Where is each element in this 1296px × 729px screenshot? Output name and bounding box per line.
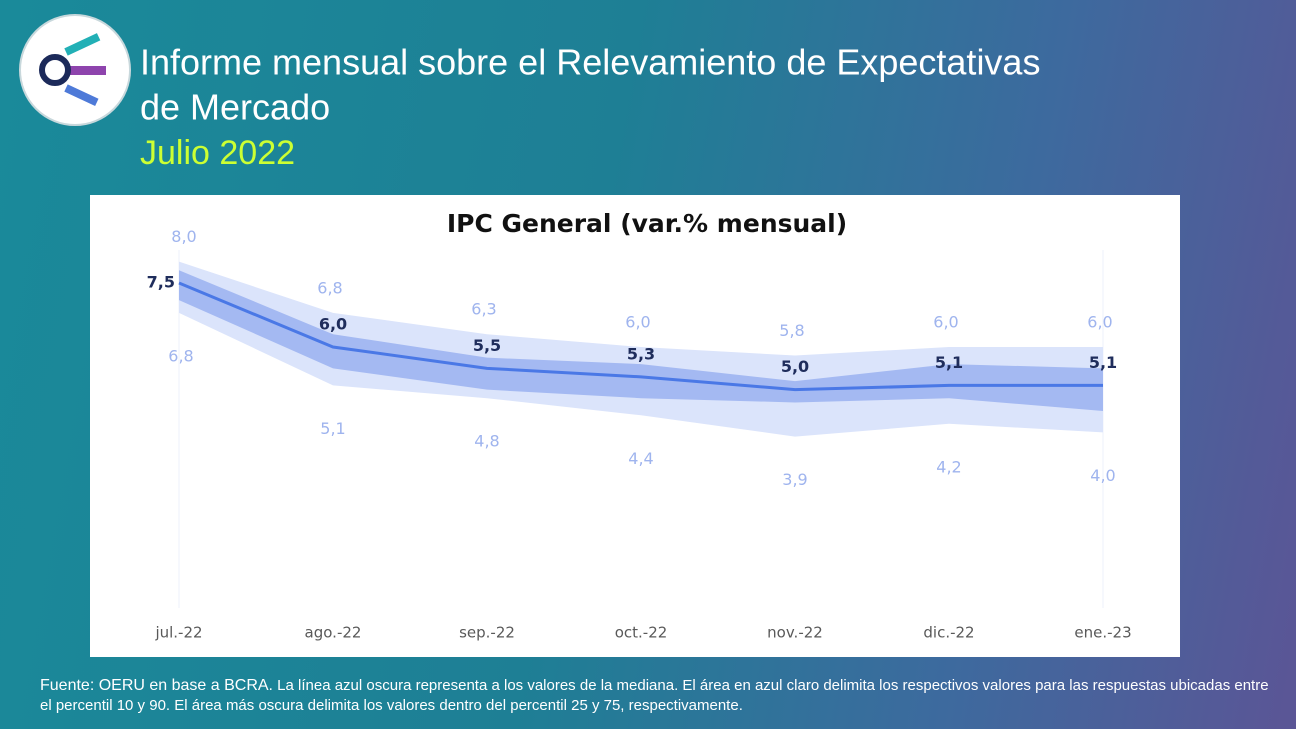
p90-label: 8,0 [171,227,196,246]
x-tick-label: ago.-22 [305,624,362,642]
x-tick-label: jul.-22 [154,624,202,642]
median-label: 5,1 [935,353,963,372]
p90-label: 6,3 [471,300,496,319]
logo-icon [39,33,106,106]
p10-label: 3,9 [782,470,807,489]
median-line [178,281,1103,392]
footnote: Fuente: OERU en base a BCRA. La línea az… [40,676,1270,716]
p10-label: 4,4 [628,449,653,468]
x-tick-label: nov.-22 [767,624,823,642]
p90-label: 6,8 [317,278,342,297]
footnote-source: Fuente: OERU en base a BCRA. [40,677,273,694]
x-tick-label: oct.-22 [615,624,668,642]
x-tick-label: dic.-22 [923,624,974,642]
p10-label: 4,0 [1090,466,1115,485]
footnote-text: La línea azul oscura representa a los va… [40,677,1269,714]
median-label: 5,3 [627,344,655,363]
p10-label: 4,8 [474,432,499,451]
p90-label: 6,0 [933,313,958,332]
chart-title: IPC General (var.% mensual) [447,209,847,238]
title: de Mercado [140,87,330,128]
p90-label: 5,8 [779,321,804,340]
inner-band [179,270,1103,411]
p90-label: 6,0 [625,313,650,332]
x-tick-label: ene.-23 [1074,624,1131,642]
median-label: 7,5 [147,273,175,292]
median-label: 5,0 [781,357,809,376]
title: Informe mensual sobre el Relevamiento de… [140,42,1040,83]
x-tick-label: sep.-22 [459,624,515,642]
median-label: 5,5 [473,336,501,355]
subtitle: Julio 2022 [140,134,295,172]
median-label: 6,0 [319,315,347,334]
p10-label: 4,2 [936,457,961,476]
p10-label: 6,8 [168,346,193,365]
p90-label: 6,0 [1087,313,1112,332]
p10-label: 5,1 [320,419,345,438]
median-label: 5,1 [1089,353,1117,372]
